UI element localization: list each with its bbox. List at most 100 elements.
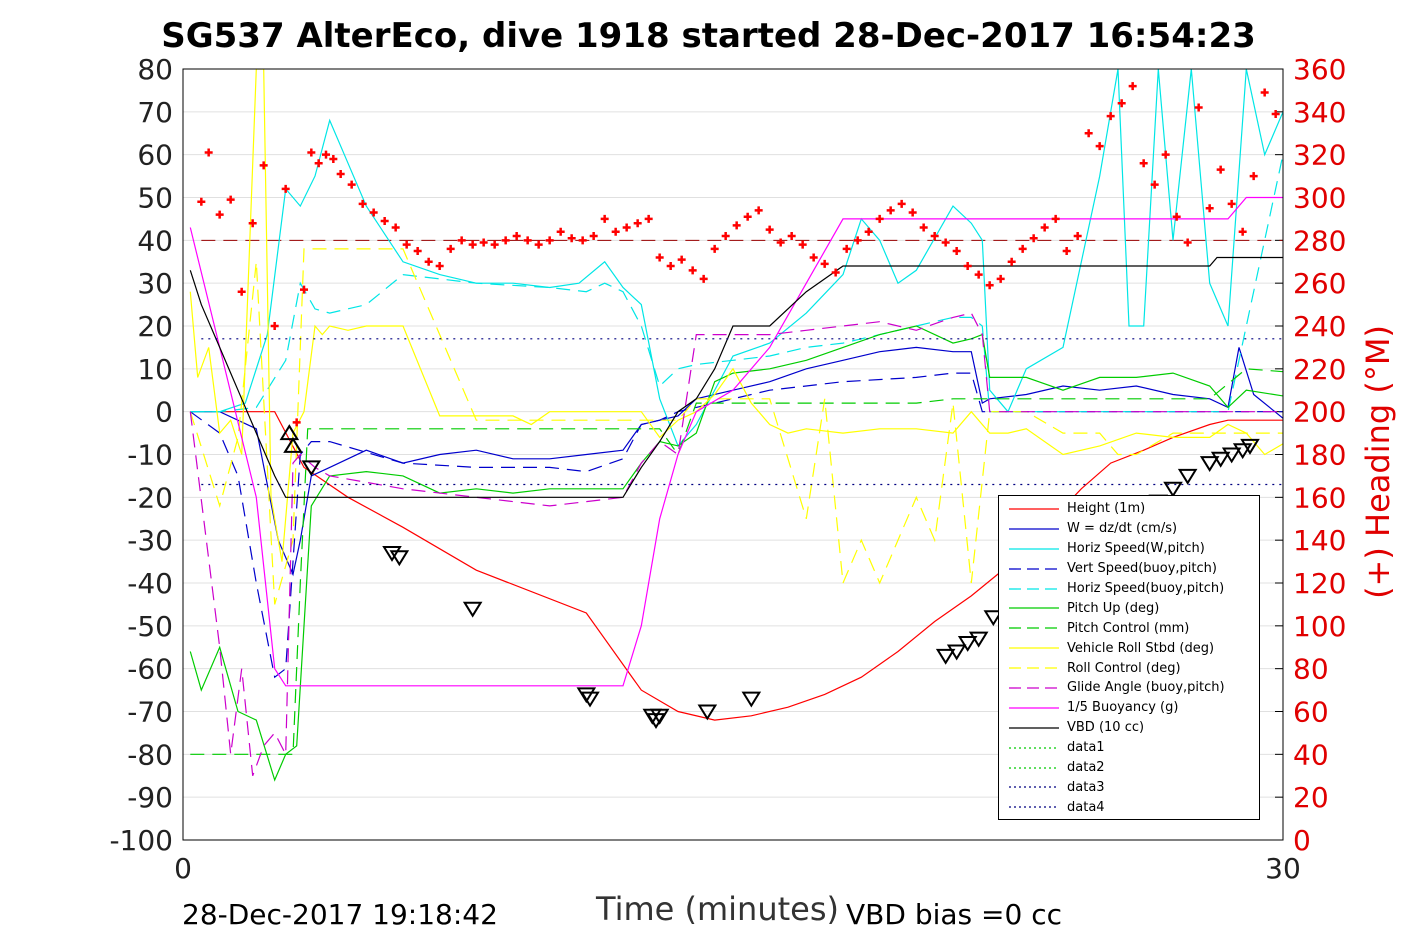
heading-point	[1294, 86, 1302, 94]
heading-point	[721, 232, 730, 241]
legend-label: Vehicle Roll Stbd (deg)	[1067, 640, 1215, 656]
y-tick-label: -100	[109, 824, 173, 857]
legend-label: VBD (10 cc)	[1067, 720, 1145, 736]
y-tick-label: 20	[137, 310, 173, 343]
heading-point	[996, 274, 1005, 283]
y-right-tick-label: 160	[1293, 481, 1346, 514]
legend-label: data3	[1067, 779, 1105, 795]
heading-point	[1018, 244, 1027, 253]
heading-point	[809, 253, 818, 262]
heading-point	[919, 223, 928, 232]
heading-point	[875, 214, 884, 223]
heading-point	[743, 212, 752, 221]
down-triangle-marker	[580, 691, 600, 708]
heading-point	[204, 148, 213, 157]
down-triangle-marker	[741, 691, 762, 708]
down-triangle-marker	[946, 644, 967, 661]
down-triangle-marker	[957, 635, 978, 652]
heading-point	[688, 266, 697, 275]
heading-point	[358, 199, 367, 208]
y-tick-label: 0	[155, 396, 173, 429]
heading-point	[413, 247, 422, 256]
y-right-tick-label: 140	[1293, 524, 1346, 557]
down-triangle-marker	[1163, 481, 1183, 498]
heading-point	[391, 223, 400, 232]
legend-item: VBD (10 cc)	[999, 718, 1259, 738]
down-triangle-marker	[1221, 447, 1242, 464]
heading-point	[501, 236, 510, 245]
y-tick-label: -20	[127, 481, 173, 514]
heading-point	[226, 195, 235, 204]
y-tick-label: -70	[127, 696, 173, 729]
heading-point	[644, 214, 653, 223]
y-tick-label: 40	[137, 224, 173, 257]
legend-item: W = dz/dt (cm/s)	[999, 519, 1259, 539]
x-tick-label: 30	[1265, 852, 1301, 885]
heading-point	[1282, 170, 1283, 174]
heading-point	[215, 210, 224, 219]
y-tick-label: -60	[127, 653, 173, 686]
down-triangle-marker	[301, 460, 322, 477]
heading-point	[1183, 238, 1192, 247]
heading-point	[523, 236, 532, 245]
heading-point	[300, 285, 308, 294]
legend-item: data4	[999, 797, 1259, 817]
heading-point	[600, 214, 609, 223]
legend-label: Roll Control (deg)	[1067, 660, 1181, 676]
series-line-8	[189, 248, 1283, 605]
legend-swatch	[1009, 528, 1059, 530]
y-right-tick-label: 80	[1293, 653, 1329, 686]
plot-timestamp: 28-Dec-2017 19:18:42	[182, 898, 498, 931]
series-line-0	[190, 411, 1283, 721]
y-right-tick-label: 340	[1293, 96, 1346, 129]
chart-title: SG537 AlterEco, dive 1918 started 28-Dec…	[161, 16, 1256, 56]
y-right-tick-label: 120	[1293, 567, 1346, 600]
heading-point	[314, 159, 323, 168]
heading-point	[1084, 129, 1093, 138]
y-tick-label: 70	[137, 96, 173, 129]
y-right-tick-label: 60	[1293, 696, 1329, 729]
heading-point	[1051, 214, 1060, 223]
heading-point	[589, 232, 598, 241]
heading-point	[963, 262, 972, 271]
y-tick-label: 30	[137, 267, 173, 300]
heading-point	[424, 257, 433, 266]
down-triangle-marker	[649, 708, 670, 725]
legend-swatch	[1009, 766, 1059, 769]
legend-item: Pitch Up (deg)	[999, 598, 1259, 618]
y-right-tick-label: 180	[1293, 439, 1346, 472]
x-tick-label: 0	[174, 852, 192, 885]
y-right-tick-label: 40	[1293, 738, 1329, 771]
legend-label: Pitch Control (mm)	[1067, 620, 1190, 636]
heading-point	[666, 262, 675, 271]
y-tick-label: -40	[127, 567, 173, 600]
heading-point	[1095, 142, 1104, 151]
legend-item: data1	[999, 738, 1259, 758]
y-tick-label: -80	[127, 738, 173, 771]
down-triangle-marker	[1199, 456, 1220, 472]
down-triangle-marker	[1240, 438, 1260, 455]
heading-point	[787, 232, 796, 241]
heading-point	[1172, 212, 1181, 221]
y-tick-label: -90	[127, 781, 173, 814]
heading-point	[1117, 99, 1126, 108]
heading-point	[765, 225, 774, 234]
down-triangle-marker	[935, 648, 956, 665]
heading-point	[820, 259, 829, 268]
heading-point	[435, 262, 444, 271]
y-right-tick-label: 300	[1293, 182, 1346, 215]
heading-point	[1238, 227, 1247, 236]
y-right-tick-label: 240	[1293, 310, 1346, 343]
up-triangle-marker	[279, 424, 300, 441]
heading-point	[468, 240, 477, 249]
y-right-tick-label: 360	[1293, 53, 1346, 86]
heading-point	[853, 236, 862, 245]
y-tick-label: -50	[127, 610, 173, 643]
heading-point	[1205, 204, 1214, 213]
legend-swatch	[1009, 587, 1059, 590]
heading-point	[248, 219, 257, 228]
heading-point	[985, 281, 994, 290]
legend-swatch	[1009, 727, 1059, 729]
y-tick-label: 80	[137, 53, 173, 86]
y-right-tick-label: 200	[1293, 396, 1346, 429]
